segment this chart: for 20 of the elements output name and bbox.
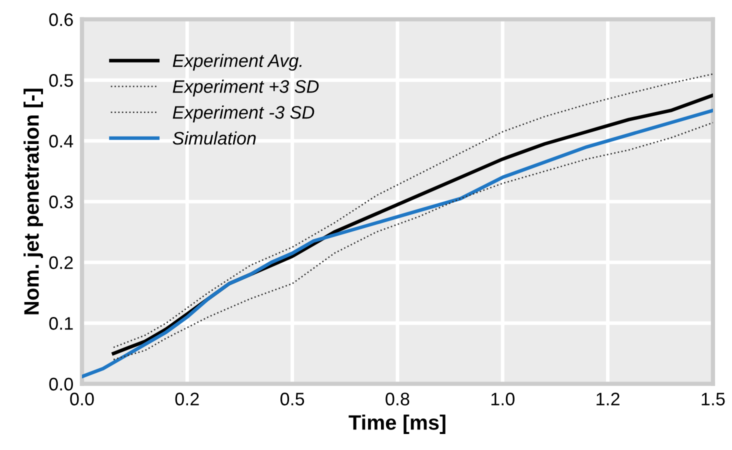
x-tick-label: 0.0	[70, 392, 94, 406]
x-tick-label: 0.2	[175, 392, 199, 406]
y-tick-label: 0.3	[49, 196, 73, 208]
x-tick-label: 1.0	[491, 392, 514, 406]
y-tick-label: 0.6	[49, 13, 73, 26]
y-tick-label: 0.1	[49, 317, 73, 330]
legend-label: Simulation	[172, 131, 256, 145]
x-axis-title: Time [ms]	[348, 414, 446, 434]
legend-label: Experiment -3 SD	[172, 106, 314, 122]
x-tick-label: 0.5	[280, 392, 304, 406]
y-tick-label: 0.0	[49, 378, 73, 391]
x-tick-label: 1.5	[702, 392, 725, 406]
x-tick-label: 0.8	[386, 392, 410, 406]
legend-label: Experiment +3 SD	[172, 80, 319, 97]
y-tick-label: 0.5	[49, 74, 73, 87]
x-tick-label: 1.2	[596, 392, 620, 406]
y-tick-label: 0.2	[49, 256, 73, 270]
y-axis-title: Nom. jet penetration [-]	[24, 88, 43, 314]
legend-label: Experiment Avg.	[172, 54, 302, 71]
y-tick-label: 0.4	[49, 134, 74, 148]
